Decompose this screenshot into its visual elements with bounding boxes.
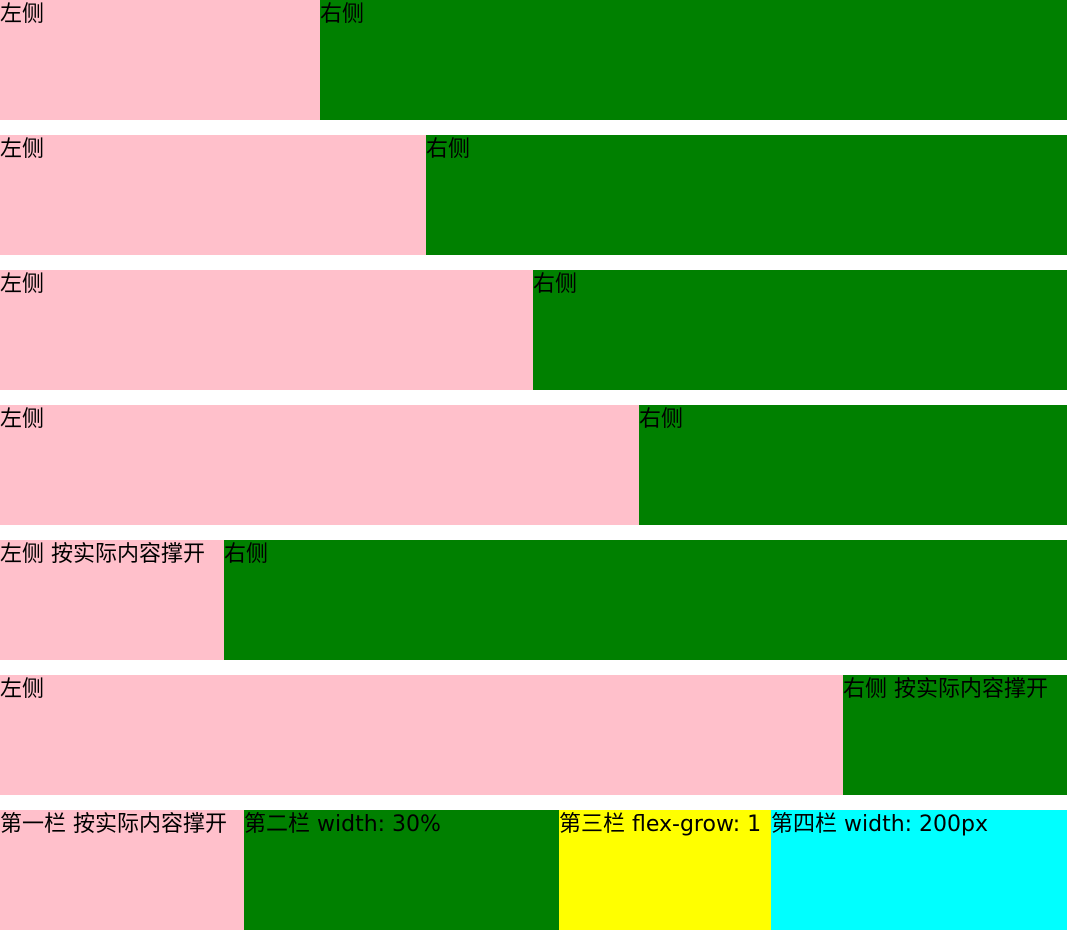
right-pane: 右侧 (320, 0, 1067, 120)
layout-row-4: 左侧 右侧 (0, 405, 1067, 525)
left-pane: 左侧 (0, 0, 320, 120)
layout-row-2: 左侧 右侧 (0, 135, 1067, 255)
column-4: 第四栏 width: 200px (771, 810, 1067, 930)
column-3: 第三栏 flex-grow: 1 (559, 810, 771, 930)
left-pane: 左侧 (0, 135, 426, 255)
column-1: 第一栏 按实际内容撑开 (0, 810, 244, 930)
left-pane: 左侧 (0, 405, 639, 525)
layout-row-1: 左侧 右侧 (0, 0, 1067, 120)
layout-row-columns: 第一栏 按实际内容撑开 第二栏 width: 30% 第三栏 flex-grow… (0, 810, 1067, 930)
layout-row-5: 左侧 按实际内容撑开 右侧 (0, 540, 1067, 660)
right-pane: 右侧 (426, 135, 1067, 255)
left-pane: 左侧 (0, 675, 843, 795)
left-pane-content-sized: 左侧 按实际内容撑开 (0, 540, 224, 660)
left-pane: 左侧 (0, 270, 533, 390)
right-pane-content-sized: 右侧 按实际内容撑开 (843, 675, 1067, 795)
right-pane: 右侧 (533, 270, 1067, 390)
layout-row-3: 左侧 右侧 (0, 270, 1067, 390)
column-2: 第二栏 width: 30% (244, 810, 559, 930)
layout-row-6: 左侧 右侧 按实际内容撑开 (0, 675, 1067, 795)
right-pane: 右侧 (224, 540, 1067, 660)
right-pane: 右侧 (639, 405, 1067, 525)
